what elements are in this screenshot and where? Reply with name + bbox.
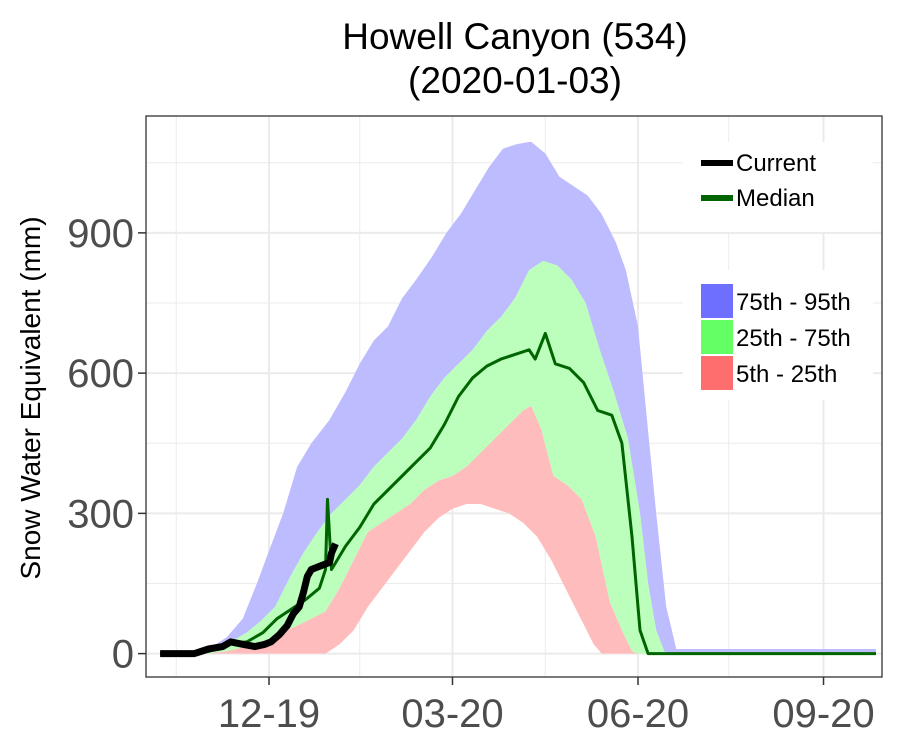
y-tick-label: 300 xyxy=(67,492,134,536)
x-tick-label: 12-19 xyxy=(218,692,320,736)
band-25th-75th xyxy=(160,260,671,654)
legend-key-p75_95 xyxy=(701,284,733,318)
median-line xyxy=(160,331,876,656)
legend-key-p5_25 xyxy=(701,356,733,390)
legend-label-p25_75: 25th - 75th xyxy=(736,325,851,352)
y-axis-label: Snow Water Equivalent (mm) xyxy=(15,216,46,579)
legend-label-p75_95: 75th - 95th xyxy=(736,289,851,316)
y-tick-label: 900 xyxy=(67,212,134,256)
legend-label-p5_25: 5th - 25th xyxy=(736,361,837,388)
chart-title-line-1: Howell Canyon (534) xyxy=(342,16,688,57)
legend-label-current: Current xyxy=(736,150,816,177)
band-5th-25th xyxy=(160,405,638,654)
x-tick-label: 09-20 xyxy=(772,692,874,736)
x-tick-label: 03-20 xyxy=(401,692,503,736)
chart-title-line-2: (2020-01-03) xyxy=(408,60,622,101)
legend: Current Median 75th - 95th 25th - 75th 5th -… xyxy=(683,142,873,400)
percentile-bands xyxy=(160,141,877,654)
axes: 0 300 600 900 12-19 03-20 06-20 09-20 xyxy=(67,212,874,736)
y-tick-label: 600 xyxy=(67,352,134,396)
legend-lines-box xyxy=(683,142,873,232)
plot-panel-border xyxy=(145,115,883,678)
series-lines xyxy=(160,331,876,658)
legend-label-median: Median xyxy=(736,185,815,212)
band-75th-95th xyxy=(160,141,877,654)
current-line xyxy=(160,542,339,658)
y-tick-label: 0 xyxy=(112,633,134,677)
legend-key-p25_75 xyxy=(701,320,733,354)
x-tick-label: 06-20 xyxy=(587,692,689,736)
